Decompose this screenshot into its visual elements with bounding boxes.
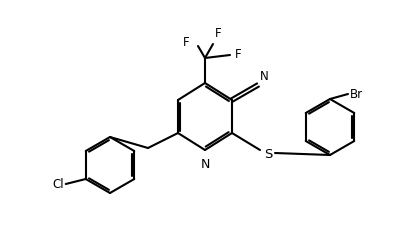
- Text: F: F: [183, 37, 190, 50]
- Text: Br: Br: [350, 88, 363, 100]
- Text: Cl: Cl: [52, 178, 64, 190]
- Text: N: N: [200, 158, 210, 171]
- Text: F: F: [215, 27, 221, 40]
- Text: S: S: [264, 149, 272, 161]
- Text: N: N: [260, 70, 269, 83]
- Text: F: F: [235, 48, 242, 62]
